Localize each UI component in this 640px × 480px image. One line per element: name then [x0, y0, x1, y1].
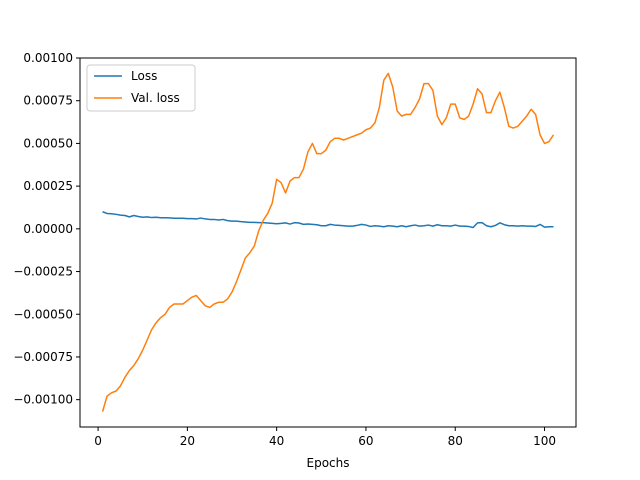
x-tick-label: 80 [448, 434, 463, 448]
y-tick-label: −0.00075 [13, 350, 73, 364]
y-tick-label: 0.00050 [23, 136, 73, 150]
legend: Loss Val. loss [86, 64, 196, 112]
y-tick-label: 0.00025 [23, 179, 73, 193]
axes-frame [79, 57, 577, 428]
plot-area [80, 58, 576, 427]
y-tick-label: −0.00050 [13, 307, 73, 321]
axes-border [79, 57, 577, 428]
y-tick-label: −0.00100 [13, 393, 73, 407]
legend-label-1: Val. loss [131, 91, 180, 105]
series-layer [101, 72, 555, 412]
x-tick-label: 60 [358, 434, 373, 448]
y-tick-label: 0.00100 [23, 51, 73, 65]
series-line-0 [102, 211, 554, 229]
x-tick-label: 100 [533, 434, 556, 448]
x-tick-label: 0 [94, 434, 102, 448]
y-tick-label: 0.00075 [23, 94, 73, 108]
y-tick-label: 0.00000 [23, 222, 73, 236]
x-tick-label: 40 [269, 434, 284, 448]
series-line-1 [101, 72, 555, 412]
legend-label-0: Loss [131, 69, 157, 83]
x-tick-label: 20 [180, 434, 195, 448]
tick-layer: 0 20 40 60 80 100 −0.00100 −0.00075 −0.00050 −0.0… [13, 51, 556, 448]
y-tick-label: −0.00025 [13, 265, 73, 279]
x-axis-label: Epochs [307, 456, 350, 470]
